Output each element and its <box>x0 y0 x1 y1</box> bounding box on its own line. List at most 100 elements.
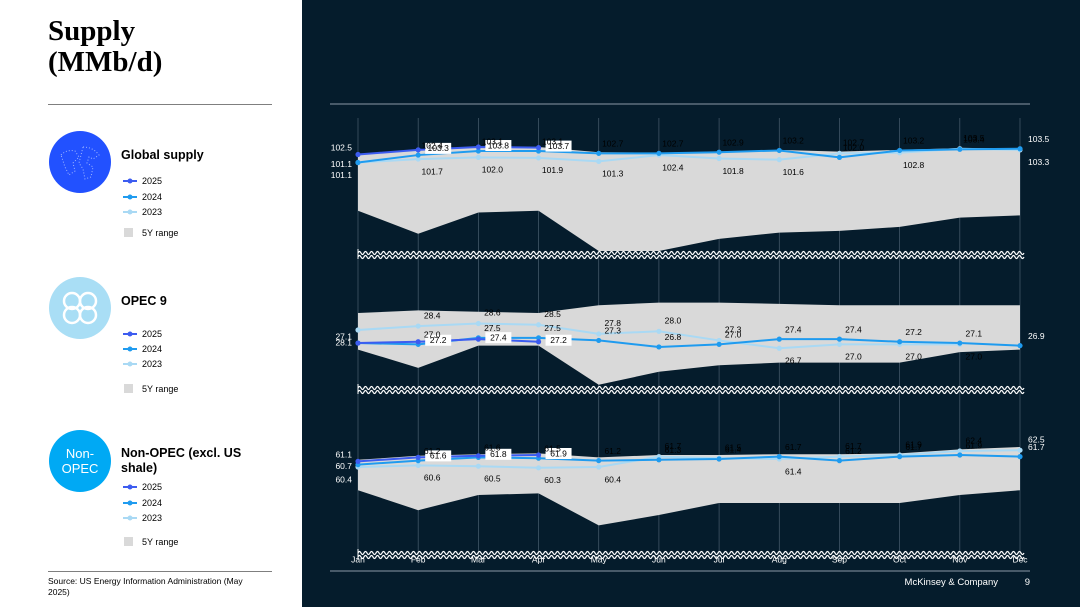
data-label: 103.2 <box>783 136 805 146</box>
data-label: 103.3 <box>1028 157 1050 167</box>
data-label: 27.4 <box>490 332 507 342</box>
data-label: 102.9 <box>722 137 744 147</box>
data-label: 103.2 <box>903 136 925 146</box>
point <box>716 341 722 347</box>
data-label: 27.2 <box>905 327 922 337</box>
point <box>836 154 843 160</box>
data-label: 27.0 <box>905 352 922 362</box>
series-line <box>357 147 1021 164</box>
data-label: 103.1 <box>542 136 564 146</box>
legend-marker <box>123 500 137 506</box>
point <box>1017 343 1023 349</box>
legend-dot <box>127 484 133 490</box>
legend-marker <box>123 331 137 337</box>
legend-dot <box>127 361 133 367</box>
point <box>776 157 782 163</box>
x-tick-label: Oct <box>893 554 907 564</box>
legend-marker <box>123 346 137 352</box>
data-label: 61.6 <box>484 443 501 453</box>
point <box>957 340 963 346</box>
data-label: 102.0 <box>843 143 865 153</box>
point <box>716 337 722 344</box>
point <box>716 456 722 462</box>
point <box>596 150 602 156</box>
data-label: 101.3 <box>602 169 624 179</box>
slide-title: Supply (MMb/d) <box>48 15 163 78</box>
data-label: 60.3 <box>544 475 561 485</box>
data-label: 61.8 <box>490 449 507 459</box>
data-label: 61.7 <box>665 441 682 451</box>
panel-title: Non-OPEC (excl. US shale) <box>121 446 242 475</box>
point <box>475 336 481 342</box>
legend-dot <box>127 194 133 200</box>
label-box <box>425 334 452 346</box>
point <box>1017 447 1023 453</box>
legend-label: 2023 <box>142 207 163 217</box>
data-label: 27.5 <box>484 323 501 333</box>
series-line <box>357 449 1021 469</box>
legend-dot <box>127 346 133 352</box>
range-band <box>358 302 1020 385</box>
data-label: 26.7 <box>785 356 802 366</box>
x-tick-label: Feb <box>411 554 426 564</box>
label-box <box>425 450 452 462</box>
data-label: 102.7 <box>602 139 624 149</box>
point <box>415 462 421 468</box>
data-label: 61.3 <box>665 445 682 455</box>
non-opec-icon: Non-OPEC <box>49 430 111 492</box>
data-label: 61.7 <box>905 442 922 452</box>
point <box>596 331 602 337</box>
data-label: 26.8 <box>665 332 682 342</box>
point <box>596 337 602 344</box>
data-label: 61.9 <box>966 440 983 450</box>
point <box>656 457 662 463</box>
label-box <box>545 448 572 459</box>
data-label: 61.9 <box>550 448 567 458</box>
legend-dot <box>127 500 133 506</box>
data-label: 27.3 <box>604 326 621 336</box>
x-tick-label: Nov <box>952 554 968 564</box>
point <box>656 344 662 350</box>
x-tick-label: Jul <box>714 554 725 564</box>
data-label: 101.1 <box>331 159 353 169</box>
opec-art <box>62 291 98 325</box>
data-label: 27.0 <box>966 352 983 362</box>
point <box>415 156 421 162</box>
point <box>596 464 602 470</box>
point <box>415 339 421 345</box>
point <box>776 147 782 154</box>
data-label: 62.5 <box>1028 434 1045 444</box>
data-label: 62.4 <box>966 435 983 445</box>
legend-swatch <box>124 228 133 237</box>
x-tick-label: May <box>591 554 608 564</box>
point <box>535 339 542 345</box>
point <box>355 327 361 333</box>
opec-icon <box>49 277 111 339</box>
right-panel: McKinsey & Company 9 Jan Feb Mar Apr May Jun J… <box>302 0 1080 607</box>
footer: McKinsey & Company <box>905 577 999 588</box>
x-tick-label: Apr <box>532 554 545 564</box>
point <box>415 454 421 460</box>
data-label: 28.6 <box>484 308 501 318</box>
x-tick-label: Jun <box>652 554 666 564</box>
label-box <box>485 140 512 152</box>
data-label: 27.1 <box>335 331 352 341</box>
globe-icon <box>49 131 111 193</box>
data-label: 103.8 <box>488 140 510 150</box>
data-label: 27.2 <box>550 335 567 345</box>
rule <box>48 104 272 105</box>
point <box>957 448 963 454</box>
point <box>415 147 421 153</box>
point <box>836 458 843 464</box>
data-label: 61.2 <box>424 446 441 456</box>
left-panel: Supply (MMb/d) Non-OPEC Global supply 202… <box>0 0 302 607</box>
data-label: 101.8 <box>722 166 744 176</box>
point <box>355 159 361 166</box>
legend-label: 2024 <box>142 344 163 354</box>
page-number: 9 <box>1025 577 1030 588</box>
chart: McKinsey & Company 9 Jan Feb Mar Apr May Jun J… <box>330 103 1050 588</box>
data-label: 60.5 <box>484 473 501 483</box>
label-box <box>545 140 572 152</box>
data-label: 103.4 <box>963 135 985 145</box>
label-box <box>425 142 452 154</box>
